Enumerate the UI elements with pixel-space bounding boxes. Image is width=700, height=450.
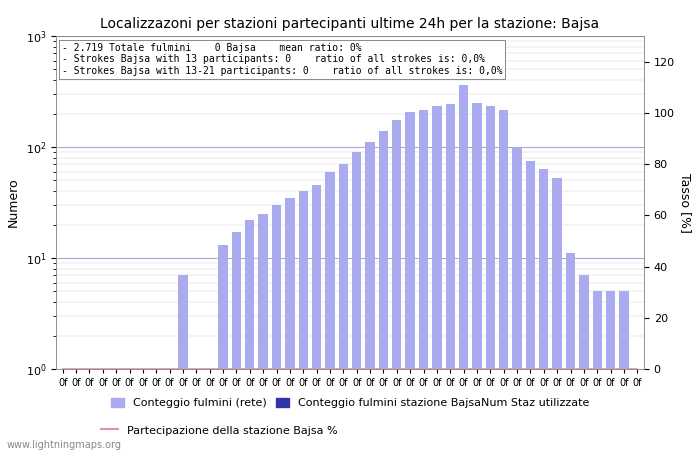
- Bar: [499, 110, 508, 450]
- Bar: [298, 191, 308, 450]
- Y-axis label: Numero: Numero: [7, 178, 20, 227]
- Bar: [365, 142, 375, 450]
- Bar: [85, 369, 94, 450]
- Bar: [339, 164, 348, 450]
- Bar: [392, 120, 402, 450]
- Bar: [165, 369, 174, 450]
- Text: - 2.719 Totale fulmini    0 Bajsa    mean ratio: 0%
- Strokes Bajsa with 13 part: - 2.719 Totale fulmini 0 Bajsa mean rati…: [62, 43, 503, 76]
- Bar: [526, 161, 535, 450]
- Bar: [445, 104, 455, 450]
- Bar: [205, 369, 214, 450]
- Bar: [125, 369, 134, 450]
- Bar: [58, 369, 67, 450]
- Bar: [459, 85, 468, 450]
- Bar: [178, 275, 188, 450]
- Bar: [405, 112, 415, 450]
- Y-axis label: Tasso [%]: Tasso [%]: [678, 172, 692, 233]
- Legend: Partecipazione della stazione Bajsa %: Partecipazione della stazione Bajsa %: [97, 421, 342, 440]
- Bar: [352, 152, 361, 450]
- Bar: [633, 369, 642, 450]
- Bar: [218, 245, 228, 450]
- Bar: [512, 147, 522, 450]
- Bar: [566, 253, 575, 450]
- Text: www.lightningmaps.org: www.lightningmaps.org: [7, 440, 122, 450]
- Bar: [620, 292, 629, 450]
- Bar: [539, 169, 548, 450]
- Bar: [138, 369, 148, 450]
- Bar: [192, 369, 201, 450]
- Bar: [71, 369, 80, 450]
- Bar: [111, 369, 121, 450]
- Bar: [419, 110, 428, 450]
- Bar: [98, 369, 107, 450]
- Bar: [312, 185, 321, 450]
- Title: Localizzazoni per stazioni partecipanti ultime 24h per la stazione: Bajsa: Localizzazoni per stazioni partecipanti …: [100, 17, 600, 31]
- Bar: [258, 214, 268, 450]
- Bar: [152, 369, 161, 450]
- Bar: [473, 103, 482, 450]
- Bar: [245, 220, 255, 450]
- Bar: [379, 131, 388, 450]
- Bar: [432, 106, 442, 450]
- Bar: [326, 171, 335, 450]
- Bar: [232, 232, 241, 450]
- Bar: [592, 292, 602, 450]
- Bar: [486, 106, 495, 450]
- Bar: [552, 178, 562, 450]
- Bar: [272, 205, 281, 450]
- Bar: [579, 275, 589, 450]
- Bar: [606, 292, 615, 450]
- Legend: Conteggio fulmini (rete), Conteggio fulmini stazione BajsaNum Staz utilizzate: Conteggio fulmini (rete), Conteggio fulm…: [106, 394, 594, 413]
- Bar: [285, 198, 295, 450]
